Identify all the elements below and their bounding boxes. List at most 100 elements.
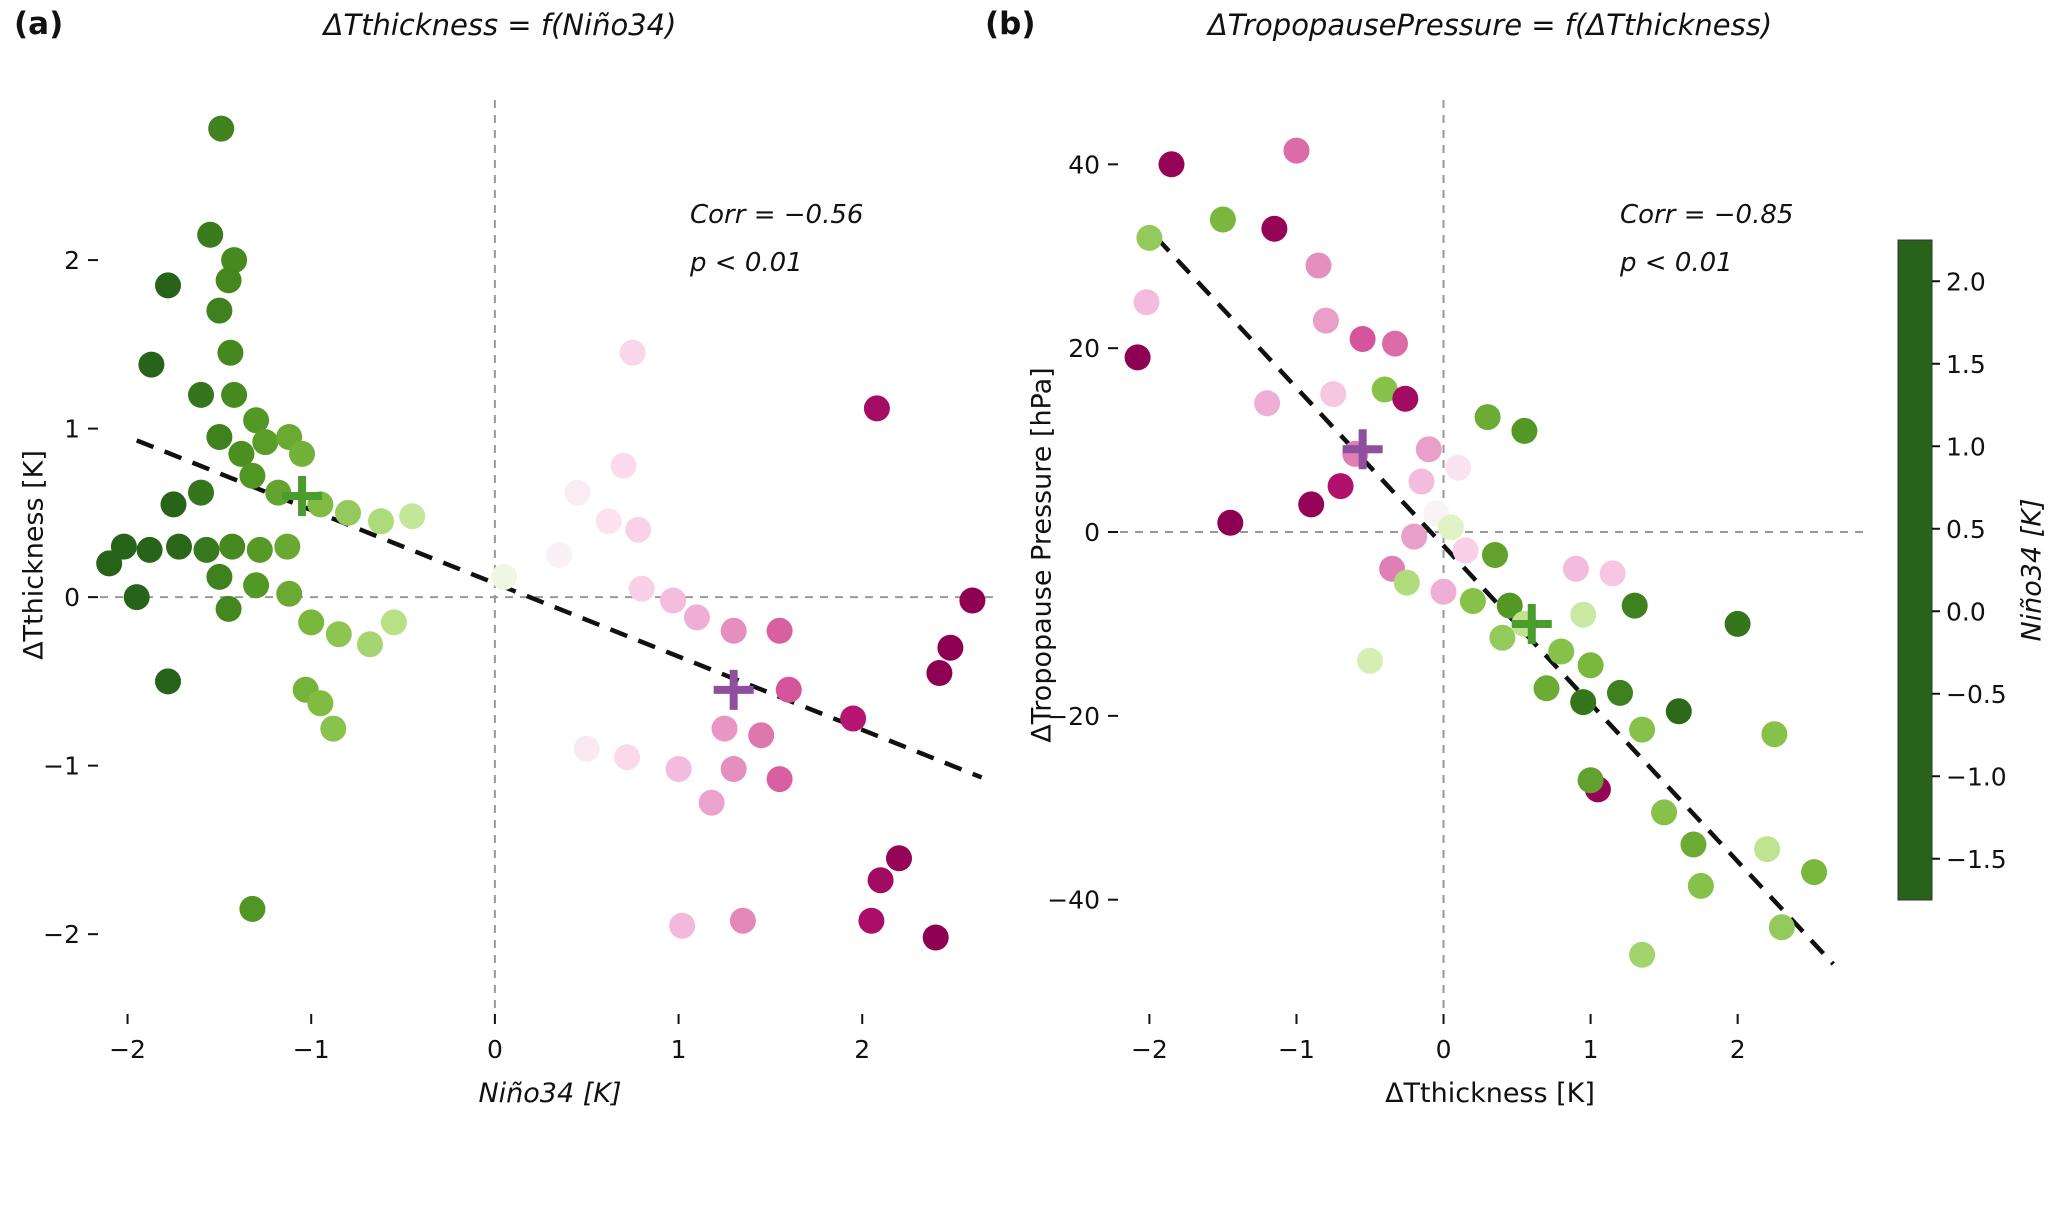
scatter-point [729, 907, 756, 934]
y-tick-label: −20 [1047, 702, 1100, 731]
panel-b-letter: (b) [985, 6, 1036, 42]
scatter-point [1629, 941, 1656, 968]
panel-b-pvalue-annotation: p < 0.01 [1620, 248, 1733, 278]
panel-a-plot: −2 −1 0 1 2 −2 −1 0 1 2 [43, 100, 1000, 1064]
x-tick-label: 0 [1436, 1035, 1452, 1064]
scatter-point [320, 715, 347, 742]
scatter-point [1217, 509, 1244, 536]
scatter-point [188, 381, 214, 408]
scatter-point [1474, 404, 1501, 431]
scatter-point [217, 339, 244, 366]
scatter-point [1283, 137, 1310, 164]
scatter-point [1761, 721, 1788, 748]
scatter-point [1577, 652, 1604, 679]
scatter-point [720, 756, 747, 782]
scatter-point [1254, 390, 1281, 417]
scatter-point [1621, 592, 1648, 619]
panel-a-title: ΔTthickness = f(Niño34) [323, 8, 677, 42]
scatter-point [610, 452, 637, 479]
x-tick-label: −2 [109, 1035, 146, 1064]
y-tick-label: 0 [1084, 518, 1100, 547]
scatter-point [1124, 344, 1151, 371]
scatter-point [155, 272, 181, 299]
scatter-point [698, 789, 725, 816]
mean-plus-marker-composite-mean-positive [713, 669, 754, 710]
scatter-point [1382, 330, 1408, 357]
scatter-point [1570, 601, 1597, 628]
scatter-point [922, 924, 949, 951]
panel-b-yaxis-label: ΔTropopause Pressure [hPa] [1026, 367, 1058, 743]
scatter-point [368, 508, 394, 535]
scatter-point [628, 575, 655, 602]
scatter-point [1437, 514, 1464, 541]
scatter-point [274, 533, 301, 560]
colorbar-tick-label: −1.5 [1946, 845, 2007, 874]
colorbar-tick-label: 1.0 [1946, 432, 1986, 461]
scatter-point [123, 584, 150, 611]
panel-b-xaxis-label: ΔTthickness [K] [1385, 1078, 1595, 1109]
panel-a-xaxis-label: Niño34 [K] [478, 1078, 622, 1109]
scatter-point [206, 297, 233, 324]
scatter-point [1801, 859, 1828, 886]
scatter-point [1430, 578, 1457, 605]
scatter-point [1393, 569, 1420, 596]
scatter-point [160, 491, 187, 518]
scatter-point [1312, 307, 1339, 334]
scatter-point [325, 621, 352, 648]
scatter-point [243, 572, 270, 599]
scatter-point [155, 668, 181, 695]
colorbar-tick-label: 1.5 [1946, 350, 1986, 379]
scatter-point [546, 542, 573, 568]
scatter-point [959, 587, 986, 614]
scatter-point [1305, 252, 1332, 279]
scatter-point [683, 604, 710, 631]
scatter-point [564, 479, 591, 506]
scatter-point [399, 503, 426, 530]
scatter-point [937, 634, 964, 661]
y-tick-label: −2 [43, 920, 80, 949]
scatter-point [215, 595, 242, 622]
y-tick-label: 40 [1068, 150, 1100, 179]
colorbar-tick-label: 0.0 [1946, 597, 1986, 626]
scatter-point [215, 267, 242, 294]
scatter-point [1482, 542, 1508, 568]
scatter-point [1680, 831, 1707, 858]
scatter-point [1357, 647, 1383, 674]
scatter-point [138, 351, 165, 378]
scatter-point [197, 221, 224, 248]
scatter-point [1687, 872, 1714, 899]
panel-a-letter: (a) [14, 6, 64, 42]
colorbar-tick-label: 2.0 [1946, 267, 1986, 296]
scatter-point [1459, 588, 1486, 614]
scatter-point [1415, 436, 1442, 463]
colorbar-tick-label: −0.5 [1946, 680, 2007, 709]
scatter-point [239, 895, 266, 922]
scatter-point [614, 744, 641, 771]
scatter-point [357, 631, 383, 658]
mean-plus-marker-composite-mean-positive [1342, 429, 1383, 470]
scatter-point [1768, 914, 1795, 941]
scatter-point [711, 715, 738, 742]
scatter-point [289, 440, 315, 467]
scatter-point [863, 395, 890, 422]
scatter-point [766, 766, 793, 793]
x-tick-label: −1 [1278, 1035, 1315, 1064]
scatter-point [380, 609, 407, 636]
scatter-point [766, 617, 793, 644]
scatter-point [239, 462, 266, 489]
scatter-point [1298, 491, 1325, 518]
mean-plus-marker-composite-mean-negative [1511, 603, 1552, 644]
scatter-point [1261, 215, 1288, 242]
x-tick-label: 1 [1583, 1035, 1599, 1064]
scatter-point [208, 115, 235, 142]
scatter-point [188, 479, 214, 506]
scatter-point [307, 690, 334, 717]
scatter-point [110, 533, 137, 560]
x-tick-label: −1 [293, 1035, 330, 1064]
y-tick-label: 1 [64, 415, 80, 444]
scatter-point [1533, 675, 1560, 702]
scatter-point [1651, 799, 1678, 826]
y-tick-label: −1 [43, 752, 80, 781]
x-tick-label: 1 [671, 1035, 687, 1064]
x-tick-label: −2 [1131, 1035, 1168, 1064]
